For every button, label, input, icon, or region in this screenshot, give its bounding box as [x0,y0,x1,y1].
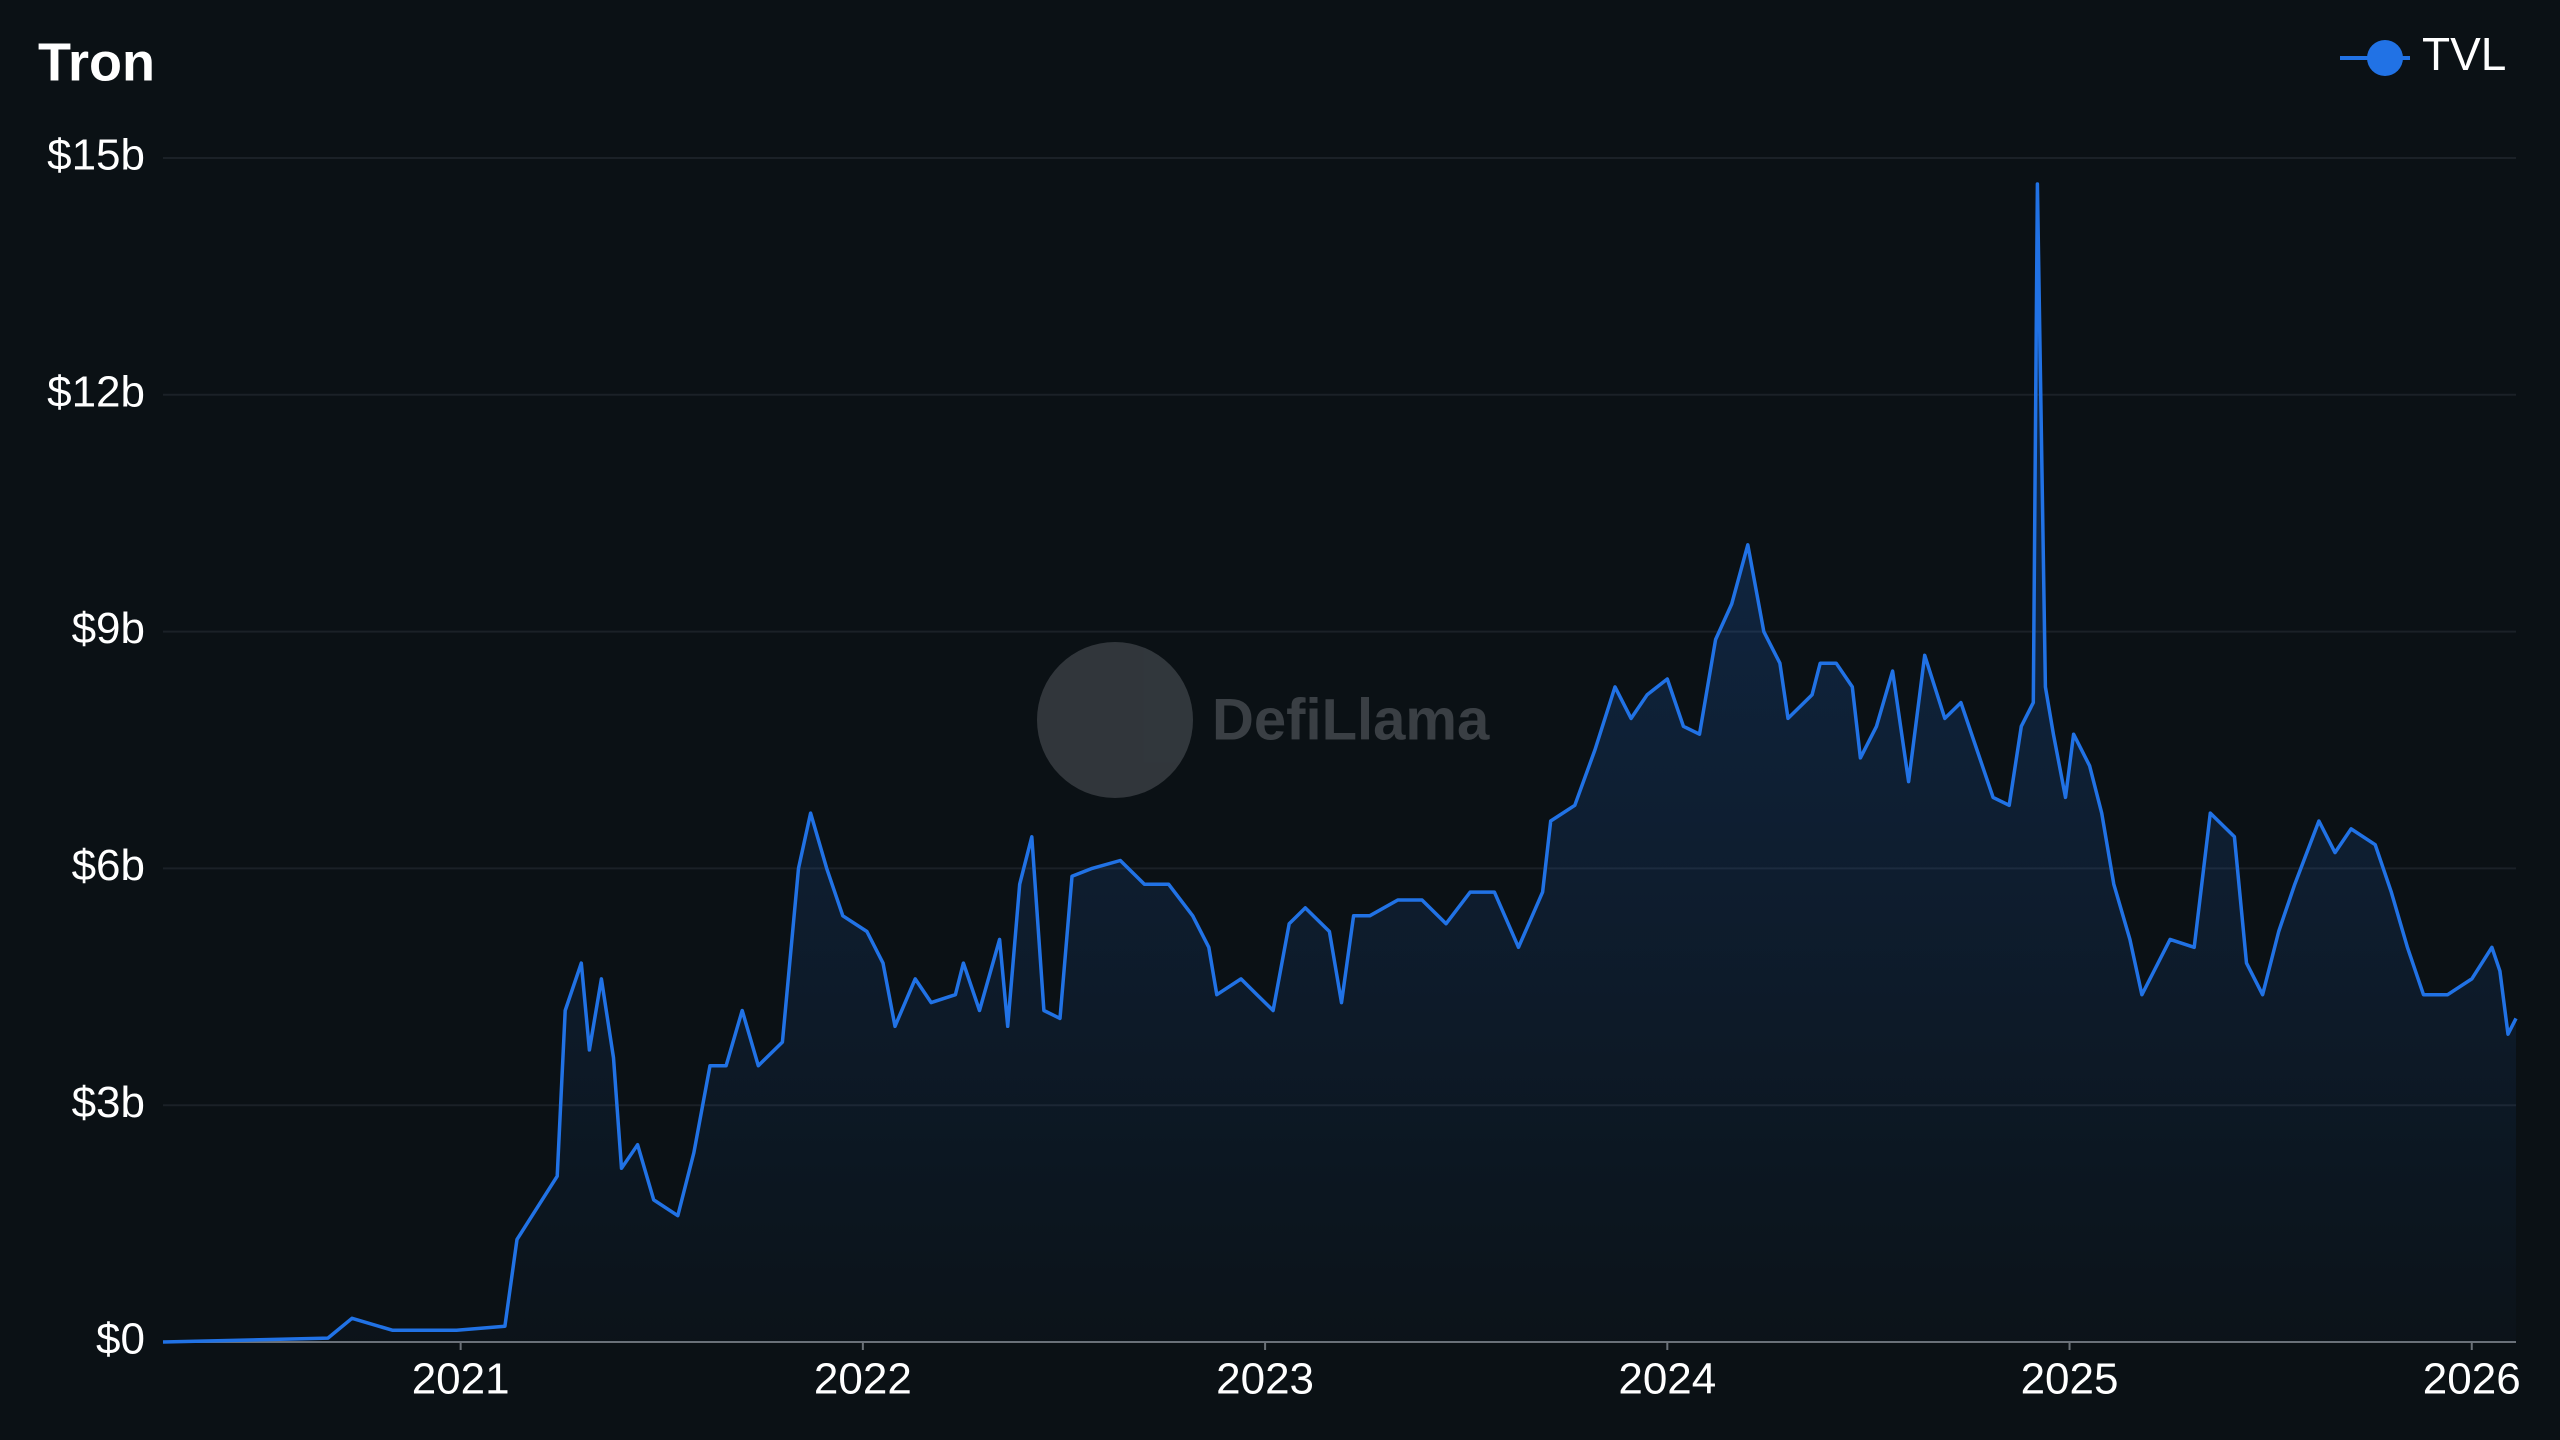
watermark-logo [1037,642,1193,798]
legend-marker [2367,40,2403,76]
legend-label: TVL [2422,28,2506,80]
y-tick-label: $9b [72,604,145,653]
y-tick-label: $12b [47,367,145,416]
legend-item: TVL [2340,28,2506,80]
x-tick-label: 2021 [412,1355,510,1404]
y-tick-label: $6b [72,841,145,890]
chart-title: Tron [38,32,155,92]
watermark-text: DefiLlama [1212,687,1490,752]
line [162,182,2518,1344]
area-fill [163,184,2516,1342]
x-tick-label: 2022 [814,1355,912,1404]
x-tick-label: 2026 [2423,1355,2521,1404]
y-tick-label: $3b [72,1078,145,1127]
watermark: DefiLlama [1037,642,1490,798]
y-tick-label: $15b [47,131,145,180]
x-tick-label: 2025 [2021,1355,2119,1404]
x-tick-label: 2023 [1216,1355,1314,1404]
x-tick-label: 2024 [1618,1355,1716,1404]
y-tick-label: $0 [96,1315,145,1364]
